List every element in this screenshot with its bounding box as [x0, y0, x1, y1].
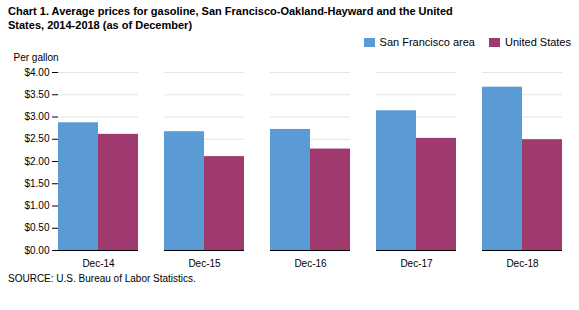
svg-text:$1.50: $1.50 — [24, 178, 49, 189]
svg-text:$4.00: $4.00 — [24, 67, 49, 78]
svg-text:$0.00: $0.00 — [24, 245, 49, 256]
svg-text:Dec-17: Dec-17 — [400, 258, 433, 269]
svg-text:$0.50: $0.50 — [24, 222, 49, 233]
svg-text:$3.50: $3.50 — [24, 89, 49, 100]
html-text:United States: United States — [505, 36, 571, 48]
svg-text:$3.00: $3.00 — [24, 111, 49, 122]
html-text:SOURCE: U.S. Bureau of Labor S: SOURCE: U.S. Bureau of Labor Statistics. — [8, 273, 196, 284]
svg-text:Dec-16: Dec-16 — [294, 258, 327, 269]
html-text:San Francisco area: San Francisco area — [379, 36, 475, 48]
svg-text:$1.00: $1.00 — [24, 200, 49, 211]
svg-text:$2.00: $2.00 — [24, 156, 49, 167]
svg-text:Dec-15: Dec-15 — [188, 258, 221, 269]
svg-text:$2.50: $2.50 — [24, 133, 49, 144]
html-text:States, 2014-2018 (as of Decem: States, 2014-2018 (as of December) — [8, 19, 192, 31]
html-text:Chart 1. Average prices for ga: Chart 1. Average prices for gasoline, Sa… — [8, 5, 453, 17]
svg-text:Dec-18: Dec-18 — [506, 258, 539, 269]
svg-text:Per gallon: Per gallon — [14, 52, 59, 63]
svg-text:Dec-14: Dec-14 — [82, 258, 115, 269]
